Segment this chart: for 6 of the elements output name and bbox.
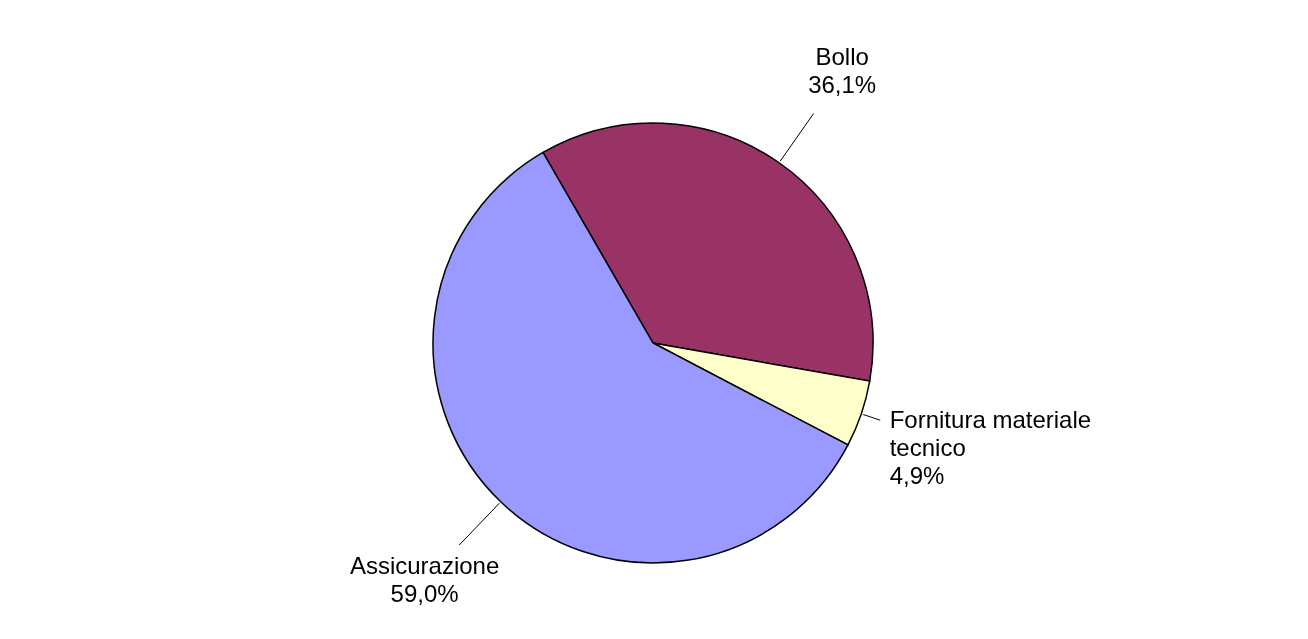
- slice-label: Fornitura materiale tecnico: [889, 405, 1092, 461]
- data-label: 36,1%: [808, 70, 877, 98]
- data-label: 59,0%: [390, 579, 459, 607]
- data-label: 4,9%: [889, 461, 945, 489]
- slice-label: Bollo: [815, 42, 869, 70]
- slice-label: Assicurazione: [349, 551, 500, 579]
